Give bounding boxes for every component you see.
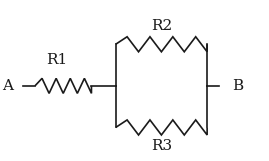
Text: A: A xyxy=(3,79,13,93)
Text: B: B xyxy=(232,79,244,93)
Text: R3: R3 xyxy=(151,139,172,153)
Text: R1: R1 xyxy=(46,52,67,66)
Text: R2: R2 xyxy=(151,19,172,33)
